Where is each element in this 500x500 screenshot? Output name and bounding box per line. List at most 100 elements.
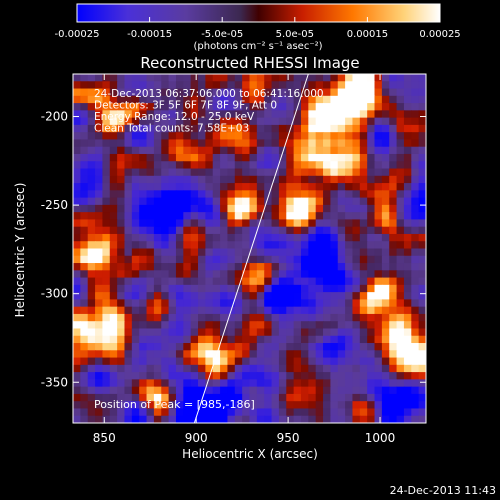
heatmap-cell <box>220 212 229 221</box>
heatmap-cell <box>374 408 383 417</box>
heatmap-cell <box>220 255 229 264</box>
heatmap-cell <box>95 328 104 337</box>
heatmap-cell <box>87 357 96 366</box>
heatmap-cell <box>271 350 280 359</box>
colorbar-ticks: -0.00025 -0.00015 -5.0e-05 5.0e-05 0.00015 0.… <box>55 17 461 40</box>
heatmap-cell <box>345 74 354 82</box>
heatmap-cell <box>323 357 331 366</box>
heatmap-cell <box>220 343 229 351</box>
heatmap-cell <box>131 386 140 395</box>
heatmap-cell <box>308 117 317 126</box>
heatmap-cell <box>212 190 221 199</box>
heatmap-cell <box>403 372 412 380</box>
heatmap-cell <box>87 103 96 111</box>
heatmap-cell <box>220 88 229 97</box>
heatmap-cell <box>146 284 155 293</box>
heatmap-cell <box>396 393 405 402</box>
heatmap-cell <box>278 197 287 206</box>
heatmap-cell <box>212 88 221 97</box>
heatmap-cell <box>396 132 405 141</box>
heatmap-cell <box>264 263 273 271</box>
heatmap-cell <box>95 255 104 264</box>
info-line: Clean Total counts: 7.58E+03 <box>94 123 249 135</box>
heatmap-cell <box>396 335 405 344</box>
heatmap-cell <box>374 183 383 191</box>
heatmap-cell <box>323 153 331 162</box>
heatmap-cell <box>234 255 243 264</box>
heatmap-cell <box>175 95 184 104</box>
heatmap-cell <box>87 415 96 423</box>
heatmap-cell <box>102 328 111 337</box>
heatmap-cell <box>396 197 405 206</box>
heatmap-cell <box>345 255 354 264</box>
heatmap-cell <box>175 372 184 380</box>
heatmap-cell <box>95 103 104 111</box>
heatmap-cell <box>337 241 346 250</box>
heatmap-cell <box>271 124 280 133</box>
heatmap-cell <box>249 364 258 373</box>
heatmap-cell <box>220 132 229 141</box>
heatmap-cell <box>249 270 258 279</box>
heatmap-cell <box>242 233 251 242</box>
heatmap-cell <box>323 175 331 184</box>
heatmap-cell <box>389 364 398 373</box>
heatmap-cell <box>300 161 309 170</box>
heatmap-cell <box>212 415 221 423</box>
heatmap-cell <box>300 197 309 206</box>
heatmap-cell <box>146 350 155 359</box>
heatmap-cell <box>352 241 361 250</box>
heatmap-cell <box>293 277 302 286</box>
heatmap-cell <box>315 313 324 322</box>
heatmap-cell <box>293 175 302 184</box>
heatmap-cell <box>345 241 354 250</box>
heatmap-cell <box>249 372 258 380</box>
heatmap-cell <box>117 132 126 141</box>
heatmap-cell <box>323 372 331 380</box>
heatmap-cell <box>403 161 412 170</box>
heatmap-cell <box>396 175 405 184</box>
heatmap-cell <box>190 313 199 322</box>
heatmap-cell <box>124 168 133 177</box>
heatmap-cell <box>374 379 383 388</box>
heatmap-cell <box>315 299 324 308</box>
heatmap-cell <box>175 212 184 221</box>
heatmap-cell <box>242 146 251 155</box>
heatmap-cell <box>418 379 426 388</box>
heatmap-cell <box>95 183 104 191</box>
heatmap-cell <box>234 248 243 257</box>
heatmap-cell <box>205 241 214 250</box>
heatmap-cell <box>396 299 405 308</box>
heatmap-cell <box>411 161 420 170</box>
heatmap-cell <box>198 335 206 344</box>
heatmap-cell <box>131 335 140 344</box>
heatmap-cell <box>271 306 280 315</box>
heatmap-cell <box>367 415 376 423</box>
heatmap-cell <box>95 270 104 279</box>
heatmap-cell <box>367 153 376 162</box>
heatmap-cell <box>242 88 251 97</box>
heatmap-cell <box>102 306 111 315</box>
heatmap-cell <box>80 299 89 308</box>
heatmap-cell <box>249 139 258 148</box>
heatmap-cell <box>337 401 346 410</box>
heatmap-cell <box>205 153 214 162</box>
heatmap-cell <box>139 74 148 82</box>
heatmap-cell <box>117 103 126 111</box>
heatmap-cell <box>381 95 390 104</box>
heatmap-cell <box>367 190 376 199</box>
heatmap-cell <box>403 95 412 104</box>
heatmap-cell <box>293 393 302 402</box>
heatmap-cell <box>418 284 426 293</box>
heatmap-cell <box>330 364 339 373</box>
heatmap-cell <box>139 95 148 104</box>
heatmap-cell <box>249 212 258 221</box>
heatmap-cell <box>374 197 383 206</box>
heatmap-cell <box>131 81 140 90</box>
heatmap-cell <box>300 263 309 271</box>
heatmap-cell <box>278 153 287 162</box>
heatmap-cell <box>403 408 412 417</box>
heatmap-cell <box>381 255 390 264</box>
heatmap-cell <box>234 226 243 235</box>
heatmap-cell <box>80 81 89 90</box>
heatmap-cell <box>286 415 295 423</box>
